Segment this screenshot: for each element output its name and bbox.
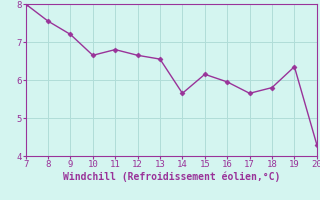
X-axis label: Windchill (Refroidissement éolien,°C): Windchill (Refroidissement éolien,°C) bbox=[62, 172, 280, 182]
